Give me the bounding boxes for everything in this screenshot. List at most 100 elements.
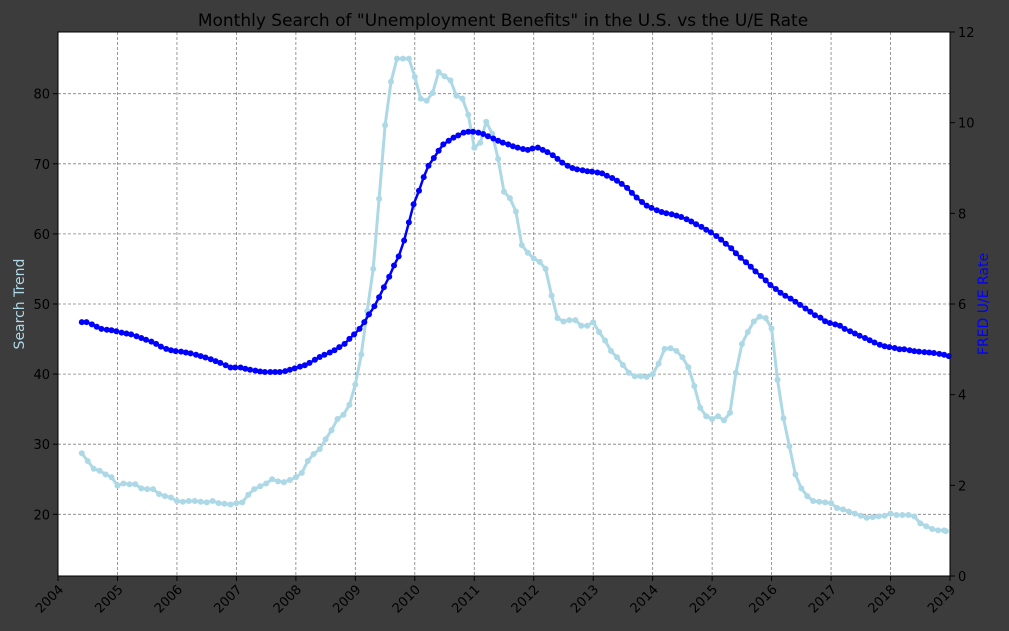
search-trend-point [227,501,234,508]
search-trend-point [899,512,906,518]
search-trend-point [631,373,638,380]
ue-rate-point [728,245,735,252]
search-trend-point [721,417,727,424]
search-trend-point [459,95,466,102]
ue-rate-point [767,282,774,288]
ue-rate-point [495,137,502,144]
search-trend-point [732,369,739,376]
search-trend-point [477,139,484,146]
x-tick-label: 2009 [330,582,364,616]
ue-rate-point [663,210,670,217]
ue-rate-point [722,240,729,247]
search-trend-point [304,458,311,464]
search-trend-point [90,465,97,472]
ue-rate-point [480,131,487,137]
ue-rate-point [148,338,155,345]
search-trend-point [578,322,585,329]
search-trend-point [762,315,769,321]
search-trend-point [286,477,293,483]
ue-rate-point [257,368,264,375]
search-trend-point [810,498,817,504]
ue-rate-point [103,326,110,333]
x-tick-label: 2008 [271,582,305,616]
search-trend-point [822,499,829,506]
ue-rate-point [153,340,160,347]
ue-rate-point [346,335,353,342]
search-trend-point [625,369,632,376]
search-trend-point [435,69,442,75]
y-axis-label-left: Search Trend [12,259,28,350]
search-trend-point [697,404,704,411]
ue-rate-point [297,363,303,370]
search-trend-point [173,498,180,504]
ue-rate-point [371,303,378,310]
search-trend-point [120,480,127,487]
search-trend-point [114,482,121,489]
ue-rate-point [420,174,427,181]
search-trend-point [203,499,210,506]
y-tick-label-right: 0 [958,570,966,585]
ue-rate-point [272,369,279,375]
ue-rate-point [713,233,720,239]
ue-rate-point [544,149,551,156]
search-trend-point [905,512,912,518]
ue-rate-point [395,253,402,260]
search-trend-point [661,345,668,352]
search-trend-point [869,514,876,521]
ue-rate-point [306,359,313,366]
ue-rate-point [460,129,467,136]
search-trend-point [316,446,323,453]
ue-rate-point [321,351,328,358]
ue-rate-point [812,312,818,319]
ue-rate-point [851,330,858,337]
ue-rate-point [133,333,140,340]
search-trend-point [221,500,228,507]
search-trend-point [370,265,377,272]
search-trend-point [851,510,858,517]
x-tick-label: 2017 [806,582,840,616]
x-tick-label: 2012 [509,582,543,616]
search-trend-point [917,520,924,527]
ue-rate-point [856,332,863,339]
ue-rate-point [554,155,561,162]
search-trend-point [506,195,513,202]
ue-rate-point [98,325,105,332]
ue-rate-point [802,305,809,312]
ue-rate-point [589,168,595,175]
y-tick-label-right: 10 [958,117,975,132]
ue-rate-point [78,319,85,326]
ue-rate-point [410,201,417,208]
search-trend-point [275,478,281,485]
ue-rate-point [425,162,432,169]
search-trend-point [554,315,561,321]
ue-rate-point [618,180,625,187]
search-trend-point [233,500,240,507]
search-trend-point [162,493,168,500]
ue-rate-point [614,177,620,184]
search-trend-point [840,506,846,513]
search-trend-point [346,401,353,408]
ue-rate-point [832,321,839,328]
search-trend-point [411,73,418,80]
search-trend-point [495,155,502,162]
plot-area: 2004 2005 2006 2007 2008 2009 2010 2011 2012 2013… [33,26,975,616]
search-trend-point [786,443,793,450]
search-trend-point [560,318,567,325]
search-trend-point [144,486,151,493]
search-trend-point [215,500,222,507]
ue-rate-point [837,322,843,329]
ue-rate-point [707,229,714,236]
search-trend-point [191,498,198,504]
y-tick-label-left: 70 [33,158,50,173]
search-trend-point [548,292,555,299]
ue-rate-point [83,319,90,326]
search-trend-point [542,265,549,272]
search-trend-point [804,493,811,500]
x-tick-label: 2004 [33,582,67,616]
search-trend-point [512,208,519,215]
ue-rate-point [520,146,526,152]
search-trend-point [863,514,870,521]
search-trend-point [887,510,894,517]
search-trend-point [709,416,716,422]
search-trend-point [239,499,246,506]
